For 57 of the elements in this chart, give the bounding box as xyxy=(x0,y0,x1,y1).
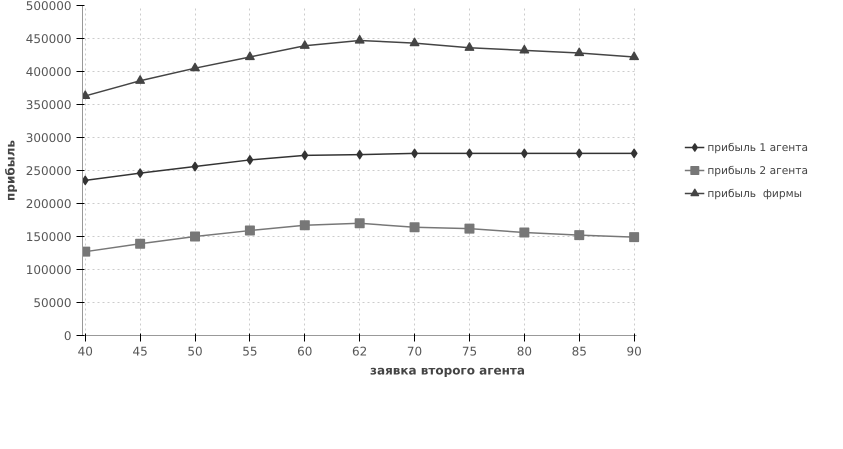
point xyxy=(466,148,473,158)
y-tick-label: 0 xyxy=(64,329,72,343)
x-tick-label: 85 xyxy=(572,344,587,358)
point xyxy=(246,154,254,165)
point xyxy=(300,220,310,230)
y-tick-label: 100000 xyxy=(26,263,72,277)
point xyxy=(410,37,420,46)
x-tick-label: 60 xyxy=(297,344,312,358)
y-tick-label: 350000 xyxy=(26,98,72,112)
point xyxy=(629,51,640,60)
y-tick-label: 150000 xyxy=(26,230,72,244)
point xyxy=(136,168,144,178)
x-tick-label: 75 xyxy=(462,344,478,358)
point xyxy=(135,238,146,249)
point xyxy=(244,226,255,236)
x-tick-label: 90 xyxy=(626,344,642,358)
point xyxy=(301,150,308,160)
y-tick-label: 400000 xyxy=(26,65,72,79)
x-axis-title: заявка второго агента xyxy=(370,364,525,378)
point xyxy=(411,148,418,158)
legend-label: прибыль фирмы xyxy=(707,186,802,200)
point xyxy=(354,218,365,228)
y-tick-label: 200000 xyxy=(26,197,72,211)
x-tick-label: 50 xyxy=(187,344,203,358)
y-tick-label: 300000 xyxy=(26,131,72,145)
point xyxy=(576,148,583,158)
x-tick-label: 80 xyxy=(516,344,532,358)
point xyxy=(244,51,255,60)
x-tick-label: 62 xyxy=(352,344,368,358)
point xyxy=(519,44,530,54)
point xyxy=(410,222,420,232)
point xyxy=(464,224,474,234)
point xyxy=(354,34,365,44)
legend-label: прибыль 2 агента xyxy=(707,164,808,176)
y-tick-label: 500000 xyxy=(26,0,72,13)
y-tick-label: 450000 xyxy=(26,32,72,46)
legend-label: прибыль 1 агента xyxy=(707,140,808,154)
y-axis-title: прибыль xyxy=(4,140,18,201)
y-tick-label: 250000 xyxy=(26,164,72,178)
point xyxy=(300,40,310,49)
point xyxy=(192,162,199,172)
point xyxy=(190,232,200,242)
x-tick-label: 45 xyxy=(132,344,148,358)
y-tick-label: 50000 xyxy=(33,296,72,310)
point xyxy=(630,148,638,158)
point xyxy=(629,232,640,242)
x-tick-label: 40 xyxy=(78,344,93,358)
point xyxy=(519,228,530,238)
point xyxy=(520,148,528,158)
point xyxy=(356,150,364,160)
x-tick-label: 55 xyxy=(242,344,258,358)
x-tick-label: 70 xyxy=(406,344,422,358)
point xyxy=(574,47,584,56)
point xyxy=(190,62,200,72)
point xyxy=(464,42,474,51)
point xyxy=(574,230,584,240)
point xyxy=(135,75,146,84)
